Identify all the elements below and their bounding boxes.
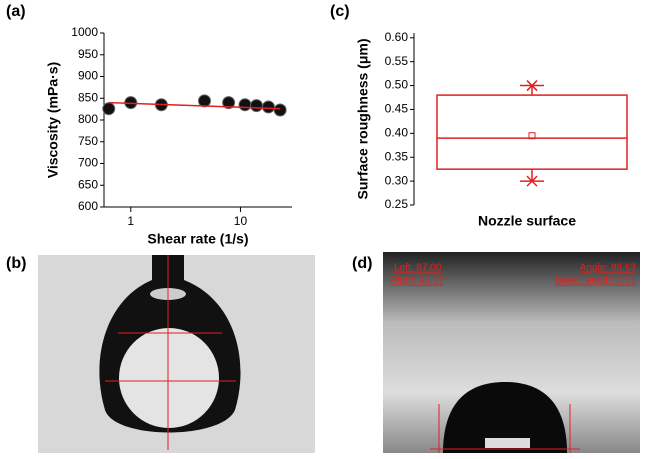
y-tick-label: 900 [78,69,98,83]
y-axis-label: Surface roughness (μm) [355,38,371,199]
data-point [197,94,211,108]
mean [528,132,536,140]
x-axis-label: Shear rate (1/s) [147,231,248,247]
y-tick-label: 0.55 [385,54,409,68]
panel-label: (d) [352,255,372,272]
y-tick-label: 650 [78,177,98,191]
y-tick-label: 950 [78,47,98,61]
y-tick-label: 0.30 [385,173,409,187]
data-point [238,98,252,112]
y-tick-label: 850 [78,90,98,104]
y-tick-label: 0.60 [385,30,409,44]
photo-d: Left: 87.00 Right: 86.27 Angle: 86.63 Ba… [383,252,640,453]
y-tick-label: 700 [78,156,98,170]
annotation: Angle: 86.63 [580,263,637,274]
whisker-cross [526,175,538,187]
whisker-cross [526,80,538,92]
y-tick-label: 0.35 [385,149,409,163]
x-tick-label: 10 [234,214,248,228]
panel-label: (c) [330,3,350,20]
data-point [102,102,116,116]
data-point [273,103,287,117]
x-axis-label: Nozzle surface [478,213,576,229]
data-point [261,100,275,114]
annotation: Left: 87.00 [394,263,442,274]
box [436,94,628,170]
x-tick-label: 1 [127,214,134,228]
panel-label: (b) [6,255,26,272]
y-tick-label: 0.40 [385,126,409,140]
fit-line [108,101,281,110]
data-point [222,96,236,110]
y-tick-label: 1000 [71,25,98,39]
y-tick-label: 0.50 [385,78,409,92]
y-tick-label: 600 [78,199,98,213]
data-point [249,99,263,113]
y-tick-label: 800 [78,112,98,126]
annotation: Base Length: 0.51 [555,276,637,287]
y-tick-label: 0.45 [385,102,409,116]
y-axis-label: Viscosity (mPa·s) [45,62,61,178]
annotation: Right: 86.27 [390,276,444,287]
photo-b [38,255,315,453]
y-tick-label: 750 [78,134,98,148]
panel-label: (a) [6,3,26,20]
y-tick-label: 0.25 [385,197,409,211]
